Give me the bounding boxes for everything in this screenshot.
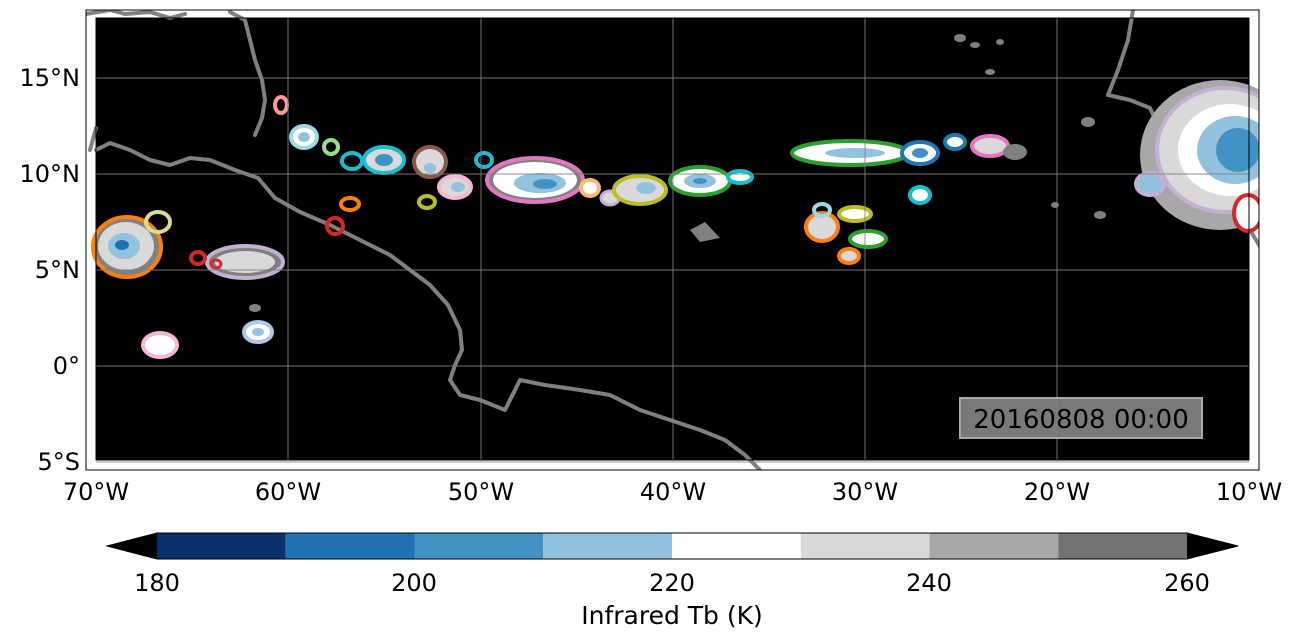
island (954, 34, 966, 42)
colorbar-tick-label: 200 (391, 569, 437, 597)
map-panel: 20160808 00:00 70°W 60°W 50°W 40°W 30°W … (20, 9, 1282, 506)
colorbar-tick-label: 180 (134, 569, 180, 597)
colorbar-tick-label: 220 (649, 569, 695, 597)
map-content (86, 10, 1259, 470)
colorbar-ticks: 180 200 220 240 260 (134, 569, 1210, 597)
colorbar-segments (157, 533, 1187, 559)
cloud-system (1134, 80, 1259, 233)
colorbar-label: Infrared Tb (K) (581, 601, 763, 630)
island (1094, 211, 1106, 219)
coastline-north-caribbean (86, 10, 187, 20)
lon-tick-label: 20°W (1024, 478, 1090, 506)
island (1081, 117, 1095, 127)
island (249, 304, 261, 312)
colorbar-segment (285, 533, 415, 559)
lat-tick-label: 15°N (20, 64, 81, 92)
island (1051, 202, 1059, 208)
lat-tick-label: 10°N (20, 160, 81, 188)
island (996, 39, 1004, 45)
cloud-system (804, 202, 888, 265)
cloud-system (91, 210, 172, 279)
longitude-ticks: 70°W 60°W 50°W 40°W 30°W 20°W 10°W (63, 478, 1282, 506)
colorbar-under-arrow (107, 533, 157, 559)
cloud-system (485, 156, 621, 207)
lon-tick-label: 10°W (1216, 478, 1282, 506)
colorbar-segment (414, 533, 544, 559)
island (970, 42, 980, 48)
timestamp-label: 20160808 00:00 (973, 405, 1189, 435)
latitude-ticks: 15°N 10°N 5°N 0° 5°S (20, 64, 81, 476)
coastline-south-america (94, 141, 762, 470)
cloud-systems (91, 80, 1259, 359)
map-border (85, 9, 1260, 471)
colorbar-segment (800, 533, 930, 559)
lon-tick-label: 60°W (255, 478, 321, 506)
lon-tick-label: 70°W (63, 478, 129, 506)
lon-tick-label: 30°W (832, 478, 898, 506)
colorbar-segment (929, 533, 1059, 559)
island (985, 69, 995, 75)
colorbar-segment (543, 533, 672, 559)
colorbar-segment (157, 533, 286, 559)
lon-tick-label: 40°W (640, 478, 706, 506)
lat-tick-label: 5°N (35, 256, 80, 284)
cloud-system (289, 124, 494, 210)
colorbar-segment (1058, 533, 1187, 559)
timestamp-box: 20160808 00:00 (959, 397, 1203, 439)
colorbar-over-arrow (1187, 533, 1238, 559)
coastline-antilles (228, 10, 267, 137)
cloud-system (790, 133, 1027, 205)
timestamp-background (959, 397, 1203, 439)
lat-tick-label: 0° (53, 352, 80, 380)
map-inner-border (95, 17, 1250, 461)
lon-tick-label: 50°W (448, 478, 514, 506)
lat-tick-label: 5°S (37, 448, 80, 476)
colorbar-tick-label: 240 (906, 569, 952, 597)
coastline-west-edge (88, 126, 98, 152)
colorbar-segment (672, 533, 801, 559)
cloud-system (141, 95, 361, 359)
colorbar-outline (105, 532, 1239, 560)
colorbar-tick-label: 260 (1164, 569, 1210, 597)
colorbar: 180 200 220 240 260 Infrared Tb (K) (105, 532, 1239, 630)
